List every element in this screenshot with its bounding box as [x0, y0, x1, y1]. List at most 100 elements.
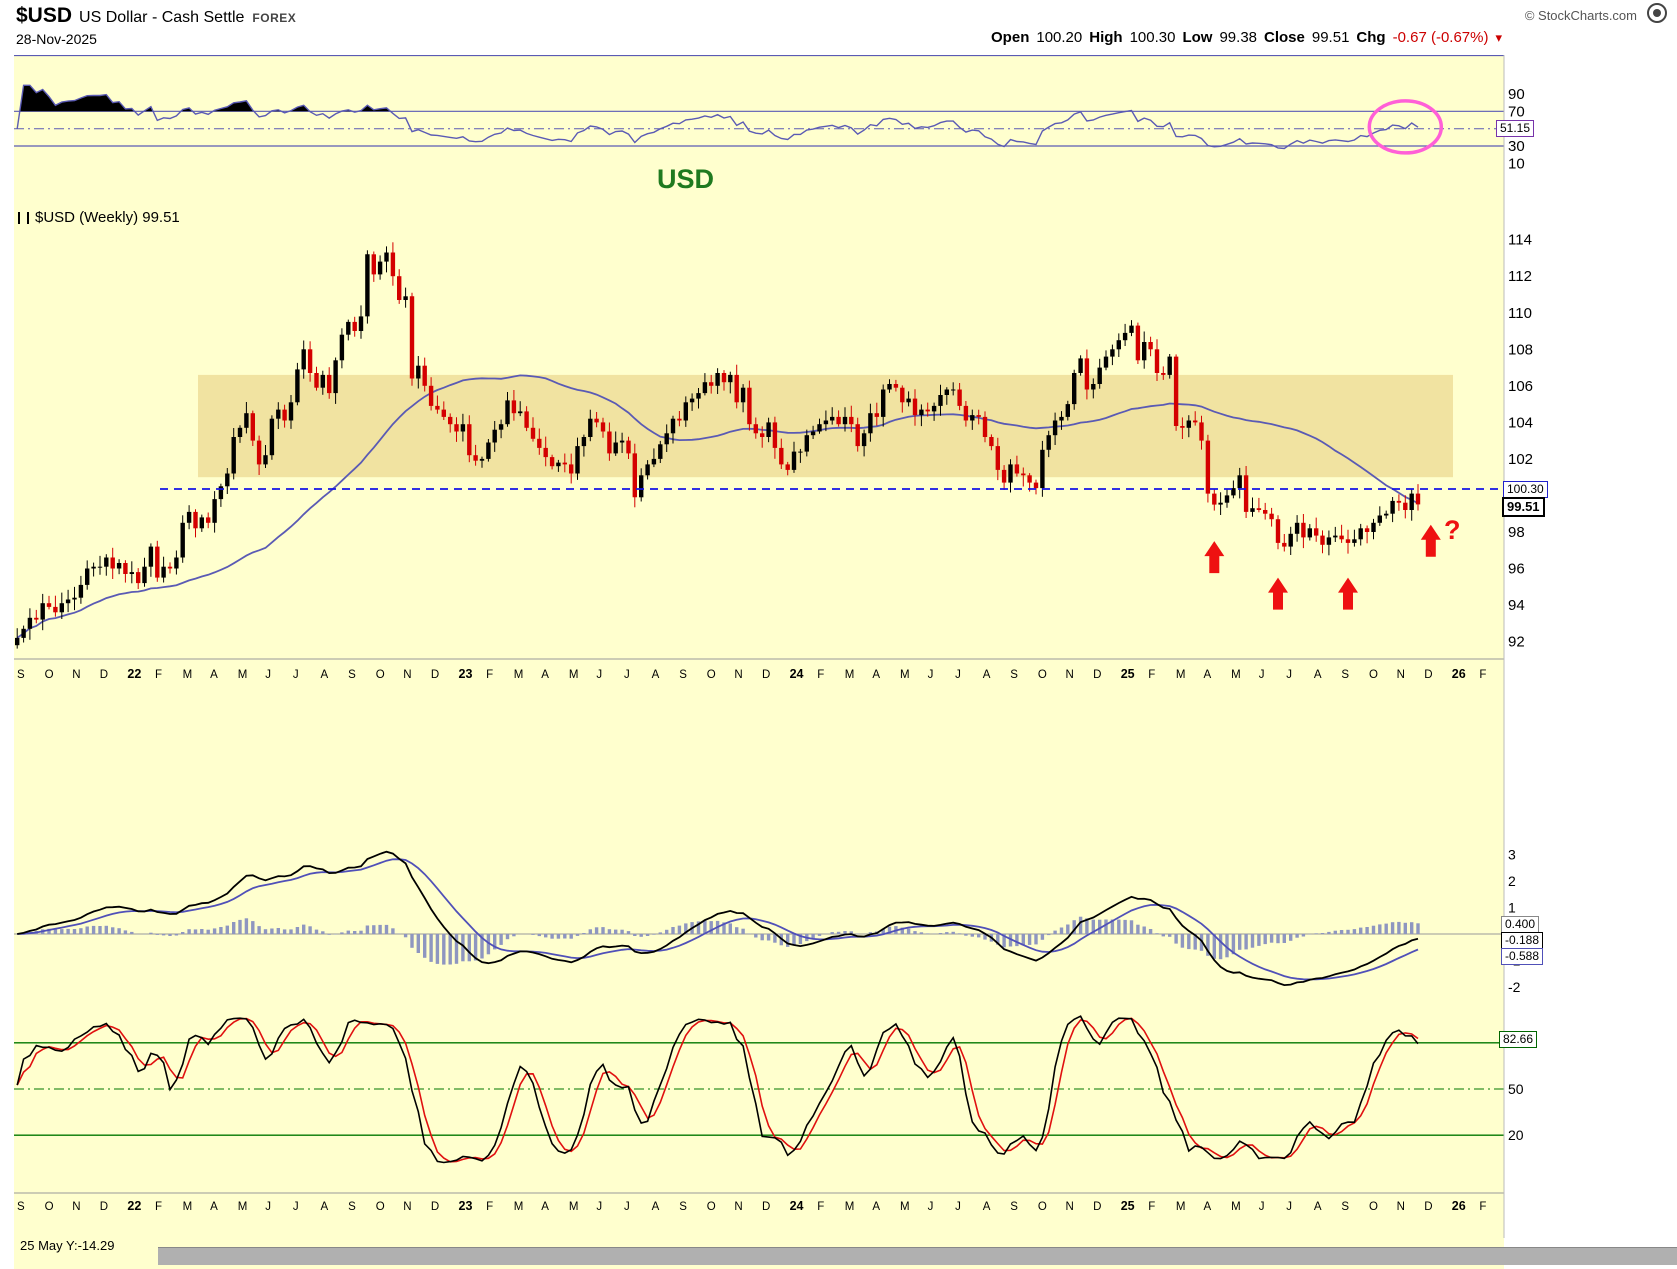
quote-row: Open 100.20 High 100.30 Low 99.38 Close …: [991, 29, 1502, 46]
svg-text:98: 98: [1508, 524, 1525, 541]
macd-line-box: -0.188: [1501, 932, 1544, 949]
svg-text:N: N: [734, 669, 742, 681]
svg-text:110: 110: [1508, 305, 1532, 322]
svg-text:D: D: [762, 669, 770, 681]
svg-text:N: N: [1066, 669, 1074, 681]
usd-annotation-label: USD: [657, 164, 715, 194]
svg-text:D: D: [1424, 669, 1432, 681]
svg-text:J: J: [265, 669, 271, 681]
horizontal-scrollbar[interactable]: [158, 1247, 1677, 1265]
svg-text:D: D: [431, 1201, 439, 1213]
candles-layer: [15, 242, 1421, 649]
svg-text:10: 10: [1508, 155, 1525, 172]
svg-text:23: 23: [459, 1199, 473, 1213]
rsi-value-box: 51.15: [1496, 120, 1535, 137]
main-price-panel: [15, 242, 1504, 649]
svg-text:M: M: [1231, 1201, 1241, 1213]
macd-signal-box: -0.588: [1501, 948, 1544, 965]
svg-text:F: F: [486, 1201, 493, 1213]
svg-text:A: A: [321, 1201, 329, 1213]
macd-panel: [14, 850, 1504, 987]
svg-text:A: A: [1314, 669, 1322, 681]
svg-text:J: J: [955, 669, 961, 681]
open-label: Open: [991, 29, 1030, 46]
svg-text:108: 108: [1508, 341, 1533, 358]
svg-text:M: M: [900, 1201, 910, 1213]
question-mark-annotation: ?: [1444, 515, 1461, 545]
svg-text:96: 96: [1508, 561, 1525, 578]
open-value: 100.20: [1036, 29, 1083, 46]
x-axis-labels-bottom: S O N D 22 F M A M J J A S O N D 23 F M A M J J A S O N D 24 F M A M J J A S…: [17, 1199, 1486, 1213]
svg-text:F: F: [486, 669, 493, 681]
svg-text:M: M: [1176, 669, 1186, 681]
svg-text:-2: -2: [1508, 979, 1521, 995]
svg-text:S: S: [17, 1201, 25, 1213]
svg-text:S: S: [1010, 669, 1018, 681]
svg-text:70: 70: [1508, 103, 1525, 120]
svg-text:112: 112: [1508, 268, 1532, 285]
svg-text:O: O: [1369, 669, 1378, 681]
svg-text:A: A: [1204, 669, 1212, 681]
svg-text:24: 24: [790, 667, 804, 681]
svg-text:N: N: [734, 1201, 742, 1213]
last-price-box: 99.51: [1502, 497, 1545, 517]
svg-text:M: M: [183, 1201, 193, 1213]
svg-text:S: S: [679, 1201, 687, 1213]
instrument-name: US Dollar - Cash Settle: [79, 9, 245, 26]
svg-text:S: S: [17, 669, 25, 681]
rsi-ellipse-annotation: [1367, 99, 1444, 155]
svg-text:D: D: [762, 1201, 770, 1213]
sma-line: [16, 374, 1419, 639]
low-value: 99.38: [1219, 29, 1258, 46]
svg-text:M: M: [238, 669, 248, 681]
svg-text:F: F: [1479, 669, 1486, 681]
svg-text:N: N: [1397, 669, 1405, 681]
svg-text:J: J: [1259, 669, 1265, 681]
symbol-label: $USD: [16, 4, 73, 27]
rsi-panel: [14, 55, 1504, 150]
x-axis-labels-main: S O N D 22 F M A M J J A S O N D 23 F M A M J J A S O N D 24 F M A M J J A S…: [17, 667, 1486, 681]
exchange-label: FOREX: [252, 11, 297, 25]
svg-text:O: O: [707, 1201, 716, 1213]
svg-text:90: 90: [1508, 86, 1525, 103]
stoch-d-line: [16, 1017, 1419, 1163]
svg-text:J: J: [955, 1201, 961, 1213]
macd-histogram-box: 0.400: [1501, 916, 1540, 933]
svg-text:M: M: [569, 669, 579, 681]
svg-text:J: J: [624, 1201, 630, 1213]
chart-title-row: $USD US Dollar - Cash Settle FOREX: [16, 4, 296, 28]
svg-text:M: M: [514, 1201, 524, 1213]
svg-text:J: J: [293, 669, 299, 681]
svg-text:O: O: [376, 1201, 385, 1213]
svg-text:50: 50: [1508, 1081, 1524, 1097]
svg-text:M: M: [845, 1201, 855, 1213]
svg-text:22: 22: [127, 1199, 141, 1213]
svg-text:J: J: [1286, 669, 1292, 681]
svg-text:D: D: [431, 669, 439, 681]
chg-dropdown-icon[interactable]: ▾: [1495, 29, 1502, 45]
svg-text:26: 26: [1452, 667, 1466, 681]
svg-text:A: A: [210, 669, 218, 681]
svg-text:F: F: [817, 1201, 824, 1213]
svg-text:M: M: [845, 669, 855, 681]
svg-text:F: F: [1479, 1201, 1486, 1213]
price-axis-labels: 11411211010810610410210098969492: [1508, 232, 1533, 651]
svg-text:30: 30: [1508, 138, 1525, 155]
svg-text:94: 94: [1508, 597, 1525, 614]
chart-date: 28-Nov-2025: [16, 31, 97, 47]
svg-text:20: 20: [1508, 1127, 1524, 1143]
svg-text:A: A: [652, 1201, 660, 1213]
svg-text:M: M: [514, 669, 524, 681]
svg-text:O: O: [45, 669, 54, 681]
svg-text:1: 1: [1508, 900, 1516, 916]
svg-text:O: O: [1369, 1201, 1378, 1213]
chart-background: [14, 55, 1504, 1269]
stoch-panel: [14, 1015, 1504, 1164]
svg-text:A: A: [321, 669, 329, 681]
corner-logo-icon[interactable]: [1647, 3, 1667, 23]
svg-text:O: O: [707, 669, 716, 681]
high-label: High: [1089, 29, 1123, 46]
